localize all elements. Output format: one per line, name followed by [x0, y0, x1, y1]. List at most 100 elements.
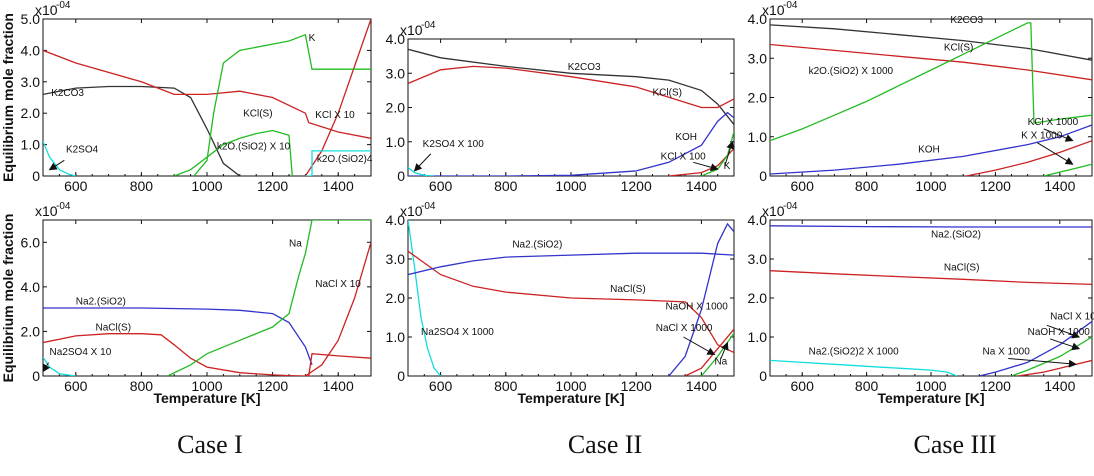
y-tick-label: 3.0 — [21, 74, 41, 90]
y-tick-label: 2.0 — [748, 290, 768, 306]
x-tick-label: 1200 — [621, 178, 652, 194]
series-line-black — [408, 48, 734, 126]
series-line-black — [770, 24, 1092, 61]
series-annotation: Na — [714, 356, 727, 367]
x-tick-label: 600 — [791, 378, 815, 394]
series-annotation: KCl X 100 — [661, 152, 706, 163]
y-tick-label: 3.0 — [386, 65, 406, 81]
x-tick-label: 1200 — [257, 378, 288, 394]
series-annotation: Na X 1000 — [983, 347, 1031, 358]
chart-panel-3: 600 800 1000 1200 1400 1.0 2.0 3.0 4.0 0 x10-04 K2C… — [748, 0, 1093, 194]
y-tick-label: 5.0 — [21, 11, 41, 27]
axis-exponent-power: -04 — [421, 20, 436, 31]
x-tick-label: 1200 — [980, 178, 1011, 194]
axis-exponent: x10 — [762, 203, 785, 219]
axis-exponent: x10 — [400, 203, 423, 219]
y-tick-label: 3.0 — [748, 50, 768, 66]
series-line-red — [770, 43, 1092, 81]
series-line-green — [173, 129, 293, 176]
axis-exponent-power: -04 — [56, 0, 71, 11]
series-group — [770, 22, 1092, 176]
x-tick-label: 600 — [429, 378, 453, 394]
series-annotation: Na2SO4 X 10 — [50, 347, 112, 358]
chart-panel-4: 600 800 1000 1200 1400 2.0 4.0 6.0 0 x10-04 Na NaCl… — [0, 201, 372, 406]
x-tick-label: 800 — [494, 178, 518, 194]
series-line-red — [305, 242, 371, 376]
series-annotation: NaCl(S) — [610, 284, 646, 295]
y-tick-label: 0 — [759, 368, 767, 384]
y-tick-label: 0 — [397, 168, 405, 184]
x-tick-label: 1200 — [621, 378, 652, 394]
y-tick-label: 2.0 — [21, 323, 41, 339]
series-annotation: Na2.(SiO2) — [76, 297, 126, 308]
y-tick-label: 4.0 — [748, 212, 768, 228]
x-tick-label: 600 — [429, 178, 453, 194]
y-tick-label: 2.0 — [21, 105, 41, 121]
y-tick-label: 2.0 — [748, 90, 768, 106]
chart-panel-2: 600 800 1000 1200 1400 1.0 2.0 3.0 4.0 0 x10-04 K2C… — [386, 20, 735, 194]
x-tick-label: 800 — [494, 378, 518, 394]
series-annotation: NaCl X 1000 — [656, 323, 713, 334]
y-axis-label: Equilibrium mole fraction — [0, 13, 16, 182]
axis-exponent: x10 — [35, 2, 58, 18]
series-line-blue — [408, 111, 734, 176]
series-line-red — [43, 333, 312, 376]
series-annotation: KOH — [918, 144, 940, 155]
series-line-red — [304, 19, 371, 176]
series-line-cyan — [43, 141, 76, 176]
series-line-blue — [668, 222, 734, 376]
x-tick-label: 600 — [64, 178, 88, 194]
y-tick-label: 2.0 — [386, 290, 406, 306]
y-tick-label: 4.0 — [21, 279, 41, 295]
axis-exponent-power: -04 — [783, 0, 798, 11]
x-tick-label: 1400 — [686, 378, 717, 394]
series-line-green — [193, 33, 371, 176]
series-annotation: K2CO3 — [51, 88, 84, 99]
x-axis-label: Temperature [K] — [877, 390, 984, 406]
series-annotation: KOH — [675, 132, 697, 143]
annotation-arrow — [1049, 338, 1081, 351]
series-annotation: K2CO3 — [950, 15, 983, 26]
series-line-green — [167, 220, 371, 376]
series-line-cyan — [408, 220, 442, 376]
series-line-red — [408, 65, 734, 109]
series-annotation: K2SO4 X 100 — [423, 139, 485, 150]
series-line-green — [1043, 163, 1092, 176]
axis-exponent: x10 — [400, 22, 423, 38]
series-line-red — [684, 328, 734, 376]
x-tick-label: 800 — [855, 378, 879, 394]
x-tick-label: 1400 — [1044, 378, 1075, 394]
y-tick-label: 4.0 — [386, 31, 406, 47]
annotation-arrow — [683, 336, 716, 356]
y-tick-label: 3.0 — [748, 251, 768, 267]
x-tick-label: 1000 — [555, 178, 586, 194]
series-line-green — [700, 332, 734, 376]
series-annotation: KCl(S) — [944, 42, 973, 53]
series-line-red — [770, 270, 1092, 286]
x-tick-label: 600 — [64, 378, 88, 394]
series-annotation: Na2.(SiO2) — [931, 230, 981, 241]
series-line-blue — [770, 124, 1092, 175]
series-group — [408, 220, 734, 376]
axis-exponent: x10 — [762, 2, 785, 18]
series-group — [43, 19, 371, 176]
series-annotation: K — [309, 33, 316, 44]
axis-exponent-power: -04 — [783, 201, 798, 212]
chart-panel-6: 600 800 1000 1200 1400 1.0 2.0 3.0 4.0 0 x10-04 Na2… — [748, 201, 1094, 406]
series-annotation: NaCl X 10 — [315, 279, 361, 290]
x-tick-label: 600 — [791, 178, 815, 194]
y-tick-label: 4.0 — [21, 42, 41, 58]
y-tick-label: 1.0 — [386, 329, 406, 345]
series-line-cyan — [43, 356, 76, 376]
x-tick-label: 1200 — [980, 378, 1011, 394]
chart-panel-1: 600 800 1000 1200 1400 1.0 2.0 3.0 4.0 5.0 0 x10-04… — [0, 0, 373, 194]
x-tick-label: 1000 — [191, 378, 222, 394]
series-annotation: KCl X 1000 — [1028, 117, 1079, 128]
annotation-arrow — [724, 140, 735, 166]
series-annotation: KCl(S) — [653, 88, 682, 99]
series-annotation: Na2SO4 X 1000 — [421, 327, 494, 338]
x-tick-label: 1400 — [686, 178, 717, 194]
x-tick-label: 1400 — [323, 178, 354, 194]
x-tick-label: 800 — [130, 378, 154, 394]
